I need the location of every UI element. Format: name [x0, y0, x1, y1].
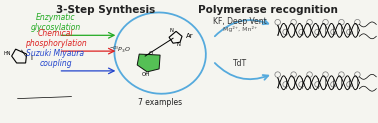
Text: 7 examples: 7 examples	[138, 98, 182, 107]
Text: N: N	[176, 42, 180, 47]
Text: N: N	[169, 28, 173, 33]
Text: Mg²⁺, Mn²⁺: Mg²⁺, Mn²⁺	[223, 26, 257, 32]
Text: KF, Deep Vent: KF, Deep Vent	[213, 17, 267, 26]
Text: Ar: Ar	[186, 33, 194, 39]
Text: Enzymatic
glycosylation: Enzymatic glycosylation	[30, 13, 81, 32]
Text: TdT: TdT	[233, 60, 247, 69]
Text: 3-Step Synthesis: 3-Step Synthesis	[56, 5, 155, 15]
Text: Suzuki Miyaura
coupling: Suzuki Miyaura coupling	[26, 49, 85, 68]
Text: OH: OH	[142, 72, 150, 77]
FancyArrowPatch shape	[215, 63, 268, 80]
Text: I: I	[31, 55, 33, 61]
Text: Polymerase recognition: Polymerase recognition	[198, 5, 338, 15]
Text: O: O	[149, 51, 153, 56]
Text: Chemical
phosphorylation: Chemical phosphorylation	[25, 29, 86, 48]
FancyArrowPatch shape	[215, 20, 268, 36]
Text: HN: HN	[4, 51, 11, 56]
Text: $^{-\!O_3}P_3O$: $^{-\!O_3}P_3O$	[109, 45, 131, 55]
Polygon shape	[137, 54, 160, 72]
